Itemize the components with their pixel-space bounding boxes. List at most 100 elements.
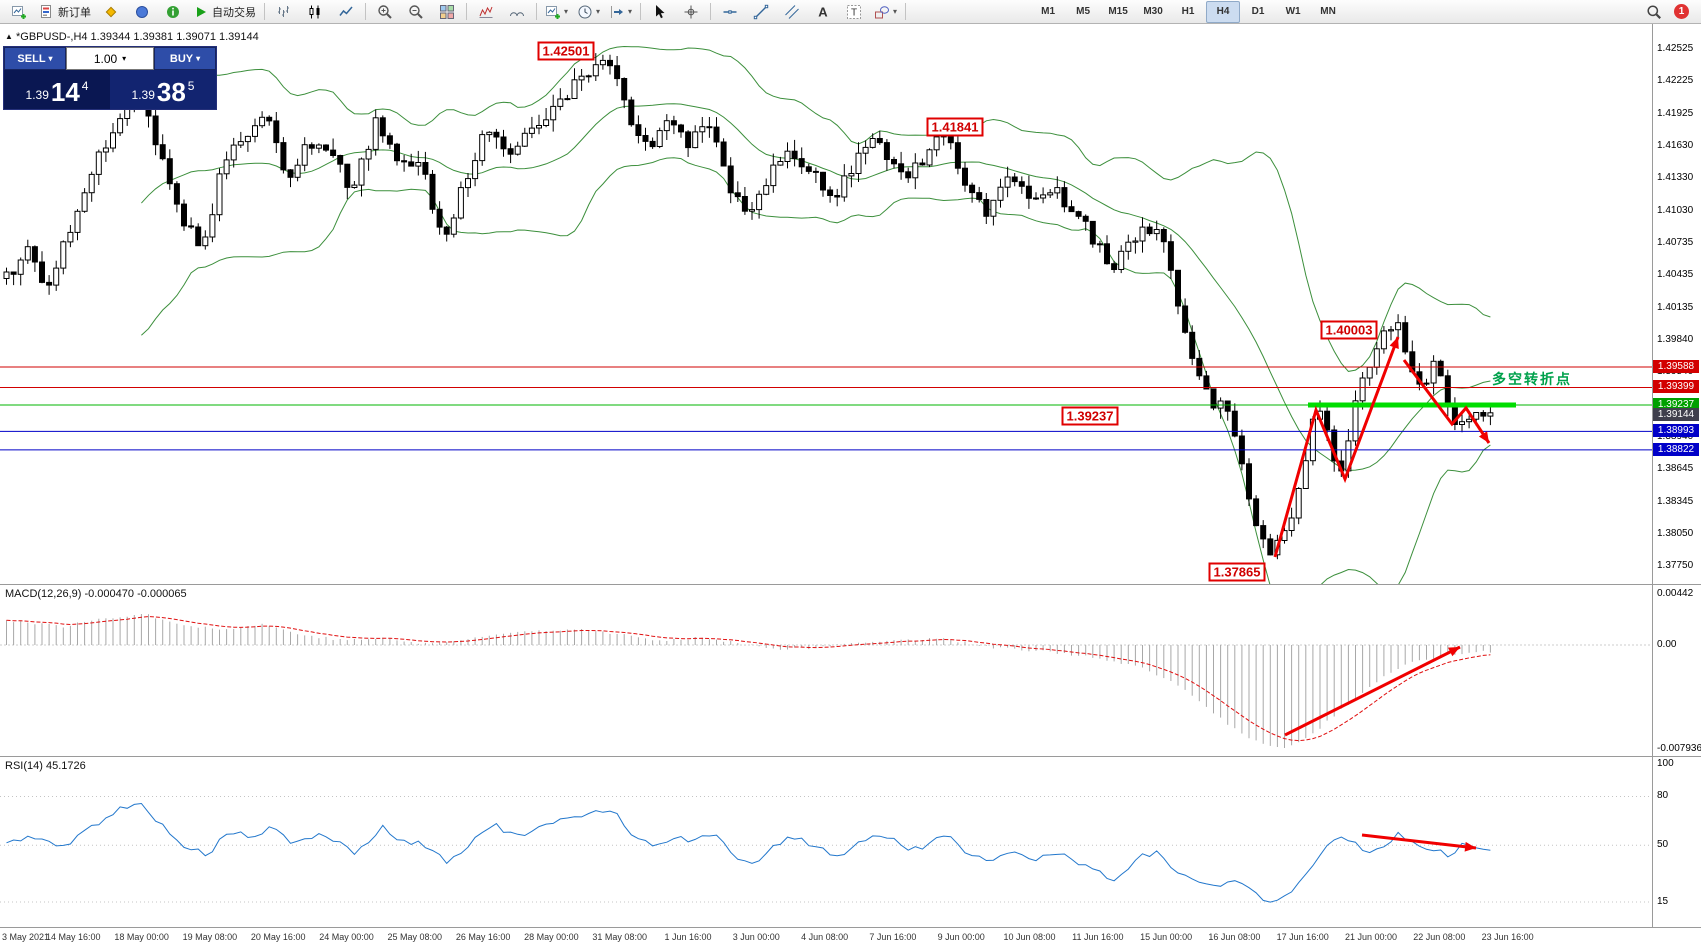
timeframe-h4-button[interactable]: H4 (1206, 0, 1241, 23)
text-button[interactable]: A (808, 1, 838, 23)
toolbar-button-label: 自动交易 (212, 6, 256, 19)
indicators-button[interactable] (471, 1, 501, 23)
timeframe-w1-button[interactable]: W1 (1285, 6, 1301, 17)
drawn-arrow[interactable] (1402, 359, 1491, 444)
search-icon (1646, 4, 1662, 20)
zoom-out-icon (408, 4, 424, 20)
search-button[interactable] (1639, 1, 1669, 23)
hline-button[interactable] (715, 1, 745, 23)
time-axis-label: 31 May 08:00 (592, 932, 647, 942)
buy-price-big: 38 (156, 77, 186, 107)
objects-button[interactable]: ▾ (541, 1, 572, 23)
new-order-button[interactable]: 新订单 (35, 1, 95, 23)
shapes-icon (874, 4, 890, 20)
volume-input[interactable]: 1.00 ▾ (66, 47, 154, 70)
toolbar-button-label: 新订单 (58, 6, 91, 19)
chart-shift-button[interactable]: ▾ (605, 1, 636, 23)
timeframe-mn-button[interactable]: MN (1320, 6, 1336, 17)
chart-info-line: ▲ *GBPUSD-,H4 1.39344 1.39381 1.39071 1.… (5, 31, 259, 43)
buy-button[interactable]: BUY ▾ (154, 47, 216, 70)
chevron-down-icon: ▾ (48, 54, 53, 63)
dropdown-caret-icon: ▾ (596, 7, 601, 16)
macd-panel[interactable] (0, 585, 1652, 757)
shapes-button[interactable]: ▾ (870, 1, 901, 23)
time-axis-label: 3 May 2021 (2, 932, 50, 942)
drawn-arrow[interactable] (1361, 833, 1477, 852)
trendline-button[interactable] (746, 1, 776, 23)
cycles-icon (509, 4, 525, 20)
zoom-in-button[interactable] (370, 1, 400, 23)
volume-value: 1.00 (93, 51, 118, 66)
macd-signal-line (6, 616, 1491, 742)
rsi-panel[interactable] (0, 757, 1652, 928)
level-price-label: 1.38993 (1653, 424, 1699, 438)
macd-axis-tick: 0.00442 (1657, 588, 1694, 599)
candlestick-series (3, 53, 1494, 560)
alerts-button[interactable] (96, 1, 126, 23)
hline-icon (722, 4, 738, 20)
sell-price-prefix: 1.39 (25, 88, 49, 102)
toolbar-separator (640, 3, 642, 20)
drawn-arrow[interactable] (1284, 645, 1461, 737)
timeframe-m1-button[interactable]: M1 (1041, 6, 1056, 17)
toolbar-separator (536, 3, 537, 20)
svg-text:A: A (818, 4, 828, 19)
panel-separator (0, 927, 1701, 928)
textT-icon: T (846, 4, 862, 20)
toolbar-separator (264, 3, 265, 20)
tile-icon (439, 4, 455, 20)
timeframe-d1-button[interactable]: D1 (1251, 6, 1265, 17)
sell-button[interactable]: SELL ▾ (4, 47, 66, 70)
horizontal-level-lines[interactable] (0, 366, 1652, 451)
price-axis-tick: 1.41030 (1657, 204, 1694, 216)
current-price-label: 1.39144 (1653, 408, 1699, 422)
info-button[interactable] (158, 1, 188, 23)
macd-histogram (6, 614, 1491, 748)
panel-separator[interactable] (0, 584, 1701, 585)
price-axis-tick: 1.40135 (1657, 301, 1694, 313)
timeframe-h1-button[interactable]: H1 (1181, 6, 1195, 17)
new-chart-button[interactable] (4, 1, 34, 23)
dropdown-caret-icon: ▾ (893, 7, 898, 16)
candle-chart-button[interactable] (300, 1, 330, 23)
drawn-arrow[interactable] (1273, 336, 1400, 558)
price-axis-border[interactable] (1652, 24, 1653, 928)
notification-badge[interactable]: 1 (1674, 4, 1689, 19)
time-axis-label: 15 Jun 00:00 (1140, 932, 1193, 942)
auto-trading-button[interactable]: 自动交易 (189, 1, 260, 23)
line-chart-button[interactable] (331, 1, 361, 23)
cursor-button[interactable] (645, 1, 675, 23)
timeframe-m30-button[interactable]: M30 (1143, 6, 1163, 17)
tile-windows-button[interactable] (432, 1, 462, 23)
bar-chart-button[interactable] (269, 1, 299, 23)
cycle-lines-button[interactable] (502, 1, 532, 23)
zoom-out-button[interactable] (401, 1, 431, 23)
price-axis-tick: 1.40435 (1657, 269, 1694, 281)
price-axis-tick: 1.39540 (1657, 366, 1694, 378)
autoscroll-button[interactable]: ▾ (573, 1, 604, 23)
price-axis-tick: 1.41925 (1657, 107, 1694, 119)
dot-blue-icon (134, 4, 150, 20)
ohlc-text: *GBPUSD-,H4 1.39344 1.39381 1.39071 1.39… (15, 31, 259, 43)
candles-icon (307, 4, 323, 20)
sell-price[interactable]: 1.39 14 4 (4, 70, 110, 109)
rsi-axis-tick: 100 (1657, 758, 1674, 769)
buy-price-pip: 5 (187, 79, 195, 93)
rsi-line (6, 802, 1491, 903)
channel-button[interactable] (777, 1, 807, 23)
channel-icon (784, 4, 800, 20)
diamond-yellow-icon (103, 4, 119, 20)
macd-indicator-label: MACD(12,26,9) -0.000470 -0.000065 (5, 588, 187, 600)
time-axis-label: 10 Jun 08:00 (1003, 932, 1056, 942)
main-price-chart[interactable] (0, 24, 1652, 585)
timeframe-m15-button[interactable]: M15 (1108, 6, 1128, 17)
market-watch-button[interactable] (127, 1, 157, 23)
price-axis-tick: 1.39240 (1657, 398, 1694, 410)
panel-separator[interactable] (0, 756, 1701, 757)
crosshair-button[interactable] (676, 1, 706, 23)
label-button[interactable]: T (839, 1, 869, 23)
time-axis-label: 28 May 00:00 (524, 932, 579, 942)
price-axis-tick: 1.40735 (1657, 236, 1694, 248)
timeframe-m5-button[interactable]: M5 (1076, 6, 1091, 17)
buy-price[interactable]: 1.39 38 5 (110, 70, 216, 109)
